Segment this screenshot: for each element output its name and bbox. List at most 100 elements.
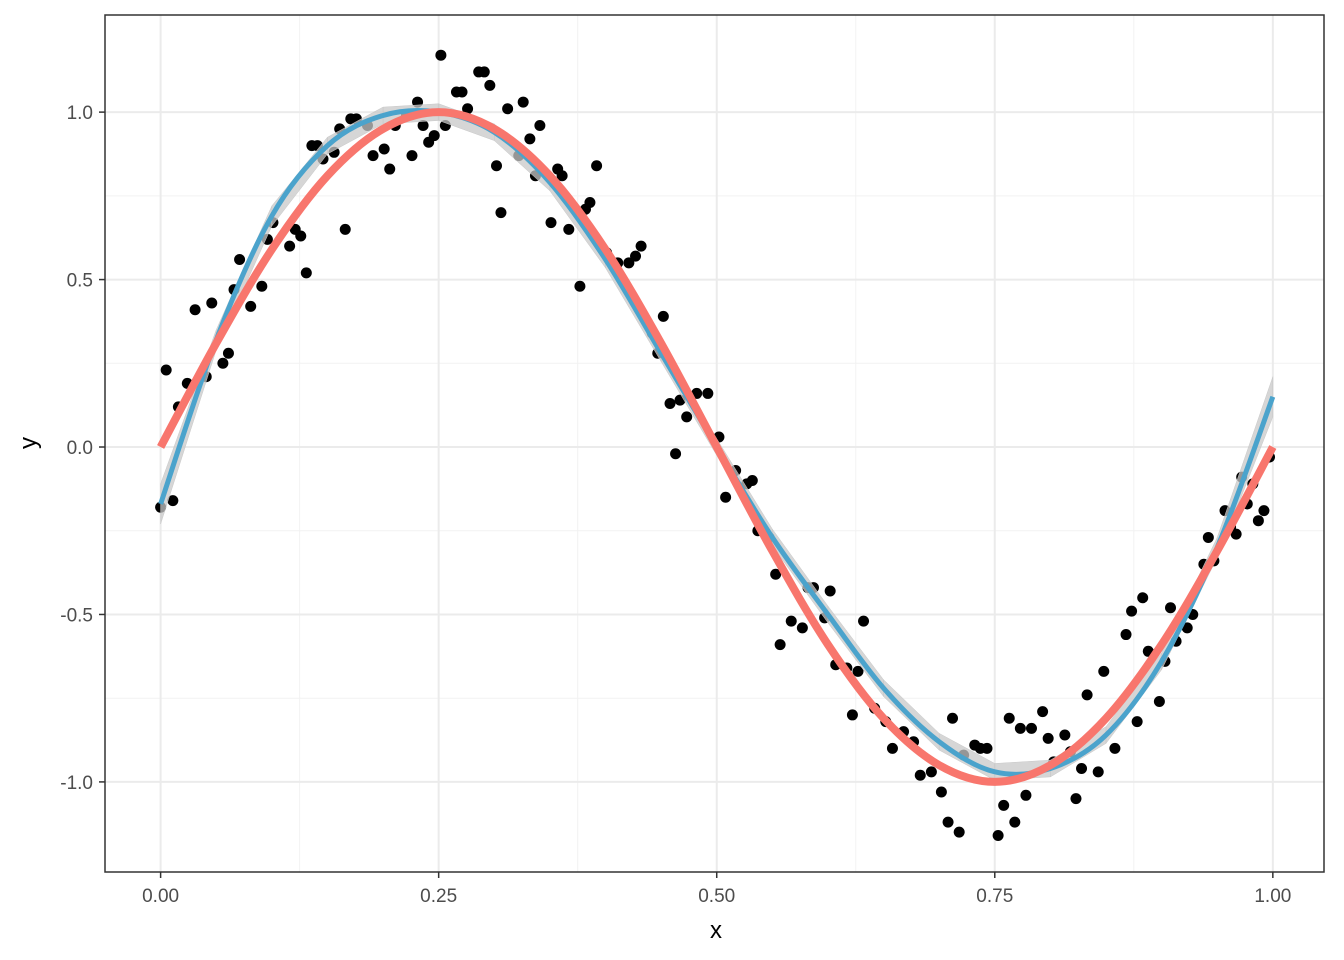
point — [1042, 732, 1054, 744]
point — [852, 665, 864, 677]
x-tick-label: 0.50 — [698, 886, 735, 907]
point — [1098, 665, 1110, 677]
x-tick-label: 0.00 — [142, 886, 179, 907]
point — [534, 120, 546, 132]
point — [746, 475, 758, 487]
point — [1120, 629, 1132, 641]
x-tick-label: 0.75 — [976, 886, 1013, 907]
panel-border — [104, 14, 1325, 873]
point — [1037, 706, 1049, 718]
point — [785, 615, 797, 627]
point — [981, 742, 993, 754]
point — [167, 495, 179, 507]
point — [524, 133, 536, 145]
point — [720, 491, 732, 503]
point — [435, 49, 447, 61]
point — [1252, 515, 1264, 527]
point — [1258, 505, 1270, 517]
point — [770, 568, 782, 580]
point — [947, 712, 959, 724]
point — [1059, 729, 1071, 741]
point — [1230, 528, 1242, 540]
point — [406, 150, 418, 162]
point — [1181, 622, 1193, 634]
point — [1109, 742, 1121, 754]
point — [1025, 722, 1037, 734]
point — [635, 240, 647, 252]
point — [563, 223, 575, 235]
point — [367, 150, 379, 162]
curve — [157, 108, 1277, 786]
point — [491, 160, 503, 172]
point — [245, 300, 257, 312]
point — [428, 130, 440, 142]
y-tick-label: -0.5 — [60, 605, 93, 626]
point — [1014, 722, 1026, 734]
point — [1020, 789, 1032, 801]
point — [222, 347, 234, 359]
point — [935, 786, 947, 798]
point — [1131, 716, 1143, 728]
point — [630, 250, 642, 262]
point — [384, 163, 396, 175]
point — [339, 223, 351, 235]
point — [574, 280, 586, 292]
point — [1153, 696, 1165, 708]
point — [1076, 763, 1088, 775]
point — [189, 304, 201, 316]
point — [914, 769, 926, 781]
point — [517, 96, 529, 108]
point — [702, 387, 714, 399]
point — [495, 207, 507, 219]
y-tick-label: -1.0 — [60, 773, 93, 794]
point — [1009, 816, 1021, 828]
point — [670, 448, 682, 460]
point — [1137, 592, 1149, 604]
point — [206, 297, 218, 309]
point — [1165, 602, 1177, 614]
point — [998, 799, 1010, 811]
point — [1003, 712, 1015, 724]
x-axis-title: x — [710, 917, 722, 944]
point — [556, 170, 568, 182]
point — [584, 197, 596, 209]
point — [886, 742, 898, 754]
point — [846, 709, 858, 721]
point — [796, 622, 808, 634]
point — [1081, 689, 1093, 701]
point — [295, 230, 307, 242]
point — [545, 217, 557, 229]
point — [502, 103, 514, 115]
point — [1092, 766, 1104, 778]
point — [462, 103, 474, 115]
point — [378, 143, 390, 155]
point — [953, 826, 965, 838]
x-tick-label: 0.25 — [420, 886, 457, 907]
point — [234, 253, 246, 265]
point — [160, 364, 172, 376]
y-tick-label: 0.0 — [67, 438, 93, 459]
point — [456, 86, 468, 98]
point — [992, 829, 1004, 841]
point — [664, 397, 676, 409]
point — [217, 357, 229, 369]
point — [824, 585, 836, 597]
point — [942, 816, 954, 828]
point — [774, 639, 786, 651]
x-tick-label: 1.00 — [1254, 886, 1291, 907]
point — [300, 267, 312, 279]
y-tick-label: 0.5 — [67, 271, 93, 292]
point — [256, 280, 268, 292]
point — [1126, 605, 1138, 617]
point — [681, 411, 693, 423]
point — [657, 310, 669, 322]
point — [1070, 793, 1082, 805]
point — [284, 240, 296, 252]
y-tick-label: 1.0 — [67, 103, 93, 124]
point — [925, 766, 937, 778]
point — [858, 615, 870, 627]
y-axis-title: y — [15, 437, 42, 449]
point — [623, 257, 635, 269]
